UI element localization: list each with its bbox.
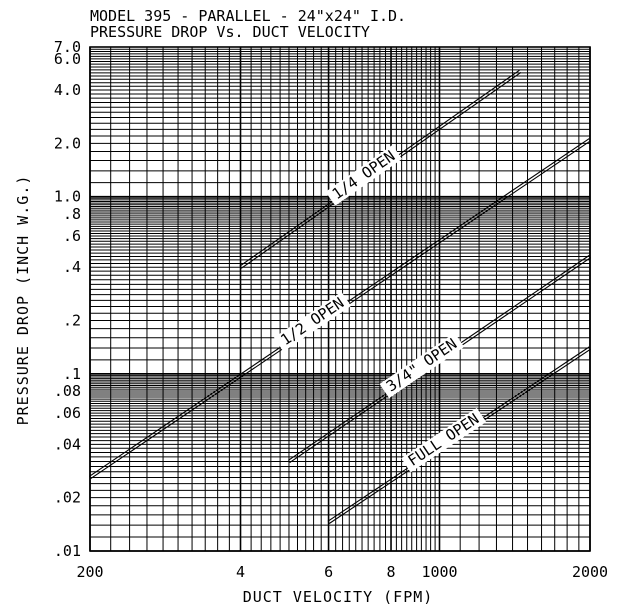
- y-tick-label: .2: [63, 312, 81, 330]
- y-axis-label: PRESSURE DROP (INCH W.G.): [14, 175, 32, 426]
- y-tick-label: 4.0: [54, 81, 81, 99]
- tick-labels: 200 4 6 8 1000 2000.01.02.04.06.08.1.2.4.6.81…: [54, 38, 608, 581]
- chart-subtitle: PRESSURE DROP Vs. DUCT VELOCITY: [90, 23, 370, 41]
- x-tick-label: 4: [236, 563, 245, 581]
- y-tick-label: .06: [54, 404, 81, 422]
- x-axis-label: DUCT VELOCITY (FPM): [243, 588, 434, 606]
- series-label-bg: [379, 332, 465, 399]
- y-tick-label: .04: [54, 435, 81, 453]
- series-label: 1/4 OPEN: [329, 147, 399, 203]
- grid: [89, 46, 591, 552]
- y-tick-label: .08: [54, 382, 81, 400]
- x-tick-label: 8: [386, 563, 395, 581]
- y-tick-label: .4: [63, 258, 81, 276]
- plot-frame: [89, 46, 591, 552]
- y-tick-label: .6: [63, 227, 81, 245]
- x-tick-label: 6: [324, 563, 333, 581]
- x-tick-label: 1000: [421, 563, 457, 581]
- y-tick-label: .01: [54, 542, 81, 560]
- series-label: 1/2 OPEN: [277, 294, 347, 349]
- y-tick-label: .8: [63, 205, 81, 223]
- series-label-bg: [273, 291, 352, 352]
- x-tick-label: 2000: [572, 563, 608, 581]
- series-label-bg: [325, 145, 403, 206]
- y-tick-label: .02: [54, 489, 81, 507]
- y-tick-label: 6.0: [54, 50, 81, 68]
- y-tick-label: 1.0: [54, 188, 81, 206]
- y-tick-label: .1: [63, 365, 81, 383]
- chart-title: MODEL 395 - PARALLEL - 24"x24" I.D.: [90, 7, 406, 25]
- x-tick-label: 200: [76, 563, 103, 581]
- y-tick-label: 7.0: [54, 38, 81, 56]
- y-tick-label: 2.0: [54, 134, 81, 152]
- series-label-bg: [401, 407, 487, 473]
